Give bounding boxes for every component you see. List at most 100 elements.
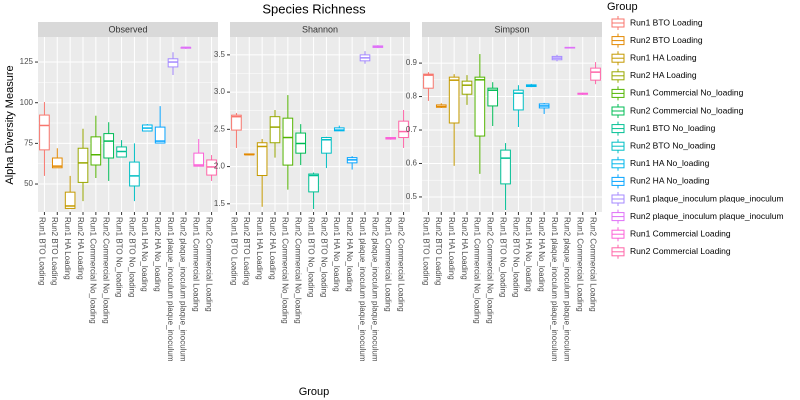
y-tick-label: 0.8: [406, 92, 418, 101]
box: [282, 117, 294, 166]
x-tick-label: Run2 plaque_inoculum plaque_inoculum: [371, 217, 380, 362]
legend-label: Run2 HA No_loading: [630, 176, 710, 186]
facet-label: Shannon: [302, 24, 338, 34]
x-tick-label: Run2 plaque_inoculum plaque_inoculum: [179, 217, 188, 362]
x-tick-label: Run2 HA No_loading: [537, 217, 546, 292]
box: [231, 114, 242, 131]
box: [448, 76, 460, 124]
box: [590, 67, 601, 81]
box: [308, 173, 319, 193]
box: [321, 137, 332, 154]
x-tick-label: Run2 Commercial No_loading: [486, 217, 495, 324]
box: [39, 114, 50, 151]
x-tick-label: Run1 HA No_loading: [524, 217, 533, 292]
facet-label: Simpson: [494, 24, 529, 34]
x-tick-label: Run1 Commercial Loading: [576, 217, 585, 312]
y-tick-label: 0.6: [406, 159, 418, 168]
x-tick-label: Run1 HA Loading: [447, 217, 456, 280]
box: [423, 73, 434, 89]
y-tick-label: 125: [20, 57, 34, 66]
x-tick-label: Run1 HA No_loading: [140, 217, 149, 292]
y-tick-label: 0.9: [406, 58, 418, 67]
x-tick-label: Run1 BTO Loading: [229, 217, 238, 285]
x-tick-label: Run2 HA Loading: [268, 217, 277, 280]
x-tick-label: Run1 BTO No_loading: [498, 217, 507, 297]
y-tick-label: 1.5: [214, 199, 226, 208]
box: [103, 133, 115, 159]
x-tick-label: Run2 BTO Loading: [242, 217, 251, 285]
x-tick-label: Run1 Commercial No_loading: [473, 217, 482, 324]
x-tick-label: Run2 HA Loading: [460, 217, 469, 280]
chart-title: Species Richness: [262, 1, 366, 16]
facet-label: Observed: [108, 24, 147, 34]
x-tick-label: Run2 Commercial No_loading: [294, 217, 303, 324]
legend-label: Run1 HA Loading: [630, 52, 697, 62]
x-tick-label: Run2 plaque_inoculum plaque_inoculum: [563, 217, 572, 362]
x-tick-label: Run2 BTO Loading: [434, 217, 443, 285]
box: [500, 149, 511, 185]
box: [269, 116, 281, 144]
x-tick-label: Run2 Commercial Loading: [588, 217, 597, 312]
strip: [230, 22, 410, 37]
y-tick-label: 0.5: [406, 192, 418, 201]
x-tick-label: Run2 HA No_loading: [345, 217, 354, 292]
y-tick-label: 0.7: [406, 125, 418, 134]
legend-label: Run2 HA Loading: [630, 70, 697, 80]
x-tick-label: Run2 BTO No_loading: [127, 217, 136, 297]
legend-label: Run2 Commercial Loading: [630, 246, 731, 256]
x-tick-label: Run1 HA Loading: [63, 217, 72, 280]
legend-label: Run1 plaque_inoculum plaque_inoculum: [630, 193, 784, 203]
x-tick-label: Run2 Commercial No_loading: [102, 217, 111, 324]
x-tick-label: Run1 plaque_inoculum plaque_inoculum: [550, 217, 559, 362]
y-tick-label: 50: [24, 179, 33, 188]
x-tick-label: Run1 BTO Loading: [421, 217, 430, 285]
x-tick-label: Run2 HA Loading: [76, 217, 85, 280]
y-tick-label: 75: [24, 138, 33, 147]
legend-label: Run1 HA No_loading: [630, 158, 710, 168]
box: [51, 157, 63, 169]
legend-label: Run1 BTO No_loading: [630, 123, 716, 133]
y-tick-label: 2.5: [214, 124, 226, 133]
x-tick-label: Run1 plaque_inoculum plaque_inoculum: [166, 217, 175, 362]
x-tick-label: Run1 HA No_loading: [332, 217, 341, 292]
x-tick-label: Run1 BTO No_loading: [306, 217, 315, 297]
box: [129, 161, 140, 187]
box: [513, 89, 524, 111]
x-tick-label: Run1 Commercial Loading: [192, 217, 201, 312]
box: [398, 120, 409, 139]
x-tick-label: Run1 Commercial No_loading: [281, 217, 290, 324]
strip: [38, 22, 218, 37]
box: [193, 152, 205, 167]
legend-label: Run2 Commercial No_loading: [630, 105, 744, 115]
legend-title: Group: [607, 1, 638, 13]
box: [64, 191, 76, 209]
y-tick-label: 100: [20, 98, 34, 107]
x-tick-label: Run1 BTO No_loading: [114, 217, 123, 297]
legend-label: Run1 BTO Loading: [630, 17, 703, 27]
x-tick-label: Run2 Commercial Loading: [396, 217, 405, 312]
box: [90, 136, 102, 166]
x-axis-label: Group: [299, 386, 330, 398]
box: [154, 126, 166, 144]
y-tick-label: 3.0: [214, 87, 226, 96]
box: [167, 58, 179, 68]
panel: [422, 37, 602, 212]
box: [461, 80, 473, 95]
panel: [230, 37, 410, 212]
legend-label: Run2 BTO Loading: [630, 35, 703, 45]
box: [487, 87, 499, 107]
box: [474, 76, 486, 137]
legend-label: Run1 Commercial No_loading: [630, 88, 744, 98]
legend-label: Run2 plaque_inoculum plaque_inoculum: [630, 211, 784, 221]
x-tick-label: Run1 HA Loading: [255, 217, 264, 280]
x-tick-label: Run1 BTO Loading: [37, 217, 46, 285]
y-axis-label: Alpha Diversity Measure: [4, 65, 16, 184]
x-tick-label: Run1 Commercial No_loading: [89, 217, 98, 324]
x-tick-label: Run1 plaque_inoculum plaque_inoculum: [358, 217, 367, 362]
x-tick-label: Run2 BTO No_loading: [511, 217, 520, 297]
box: [77, 147, 89, 183]
x-tick-label: Run1 Commercial Loading: [384, 217, 393, 312]
box: [256, 142, 268, 177]
x-tick-label: Run2 BTO No_loading: [319, 217, 328, 297]
